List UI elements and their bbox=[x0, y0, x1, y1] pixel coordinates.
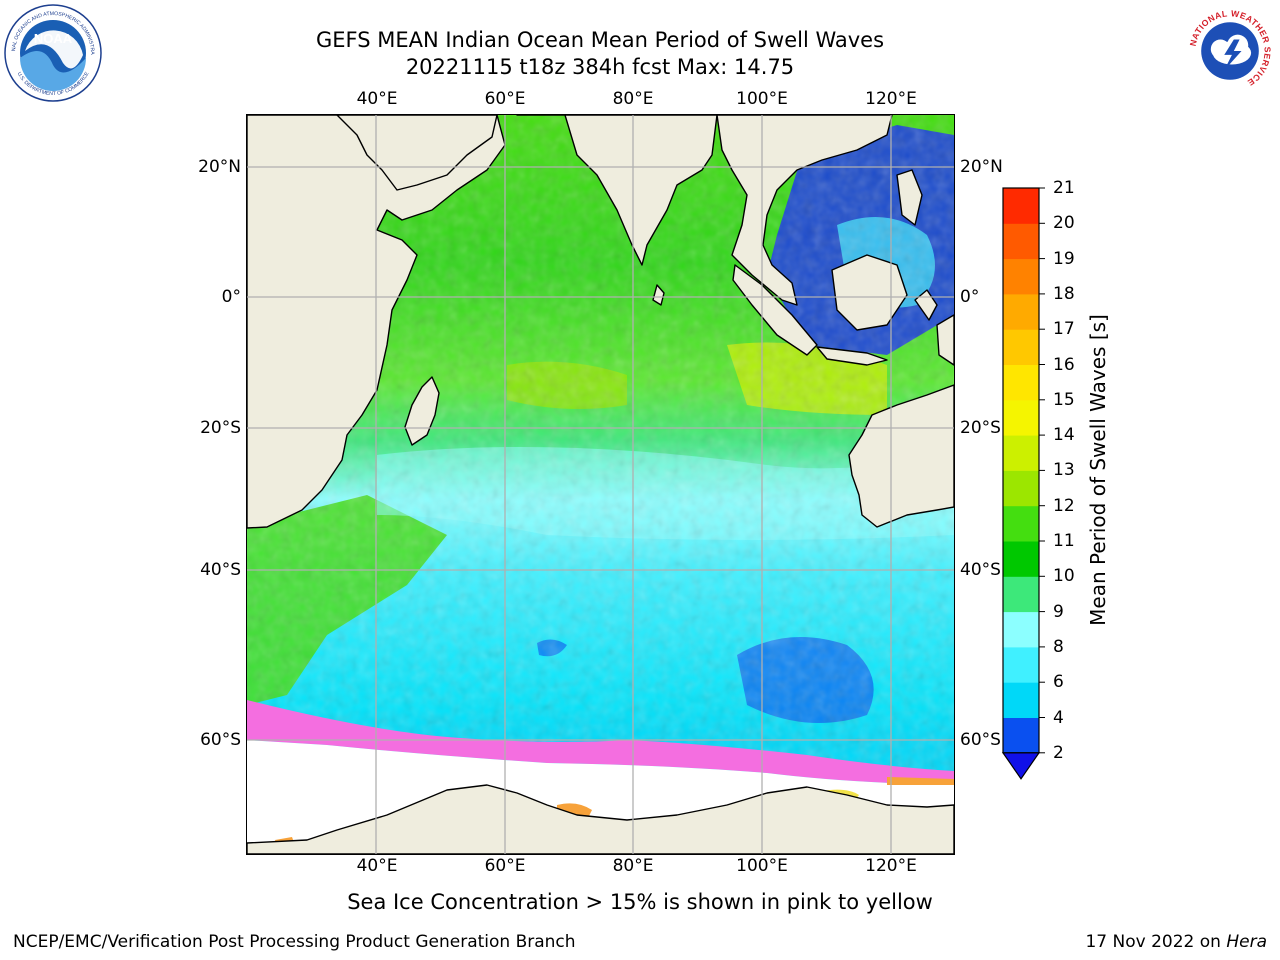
colorbar-tick-label: 6 bbox=[1053, 672, 1064, 693]
land-borneo bbox=[831, 254, 908, 331]
land-philippines bbox=[896, 169, 923, 226]
graticule bbox=[247, 115, 954, 854]
land-new-guinea bbox=[936, 314, 954, 366]
colorbar bbox=[1001, 187, 1045, 780]
land-southeast-asia bbox=[716, 115, 893, 306]
lon-label-top-100e: 100°E bbox=[736, 89, 788, 109]
land-india bbox=[516, 115, 718, 266]
colorbar-segment bbox=[1003, 329, 1039, 365]
land-sri-lanka bbox=[652, 284, 665, 306]
colorbar-tick-label: 9 bbox=[1053, 601, 1064, 622]
lat-label-right-20n: 20°N bbox=[960, 157, 1003, 177]
land-australia bbox=[848, 384, 954, 528]
colorbar-tick-label: 13 bbox=[1053, 460, 1075, 481]
lon-label-bottom-100e: 100°E bbox=[736, 856, 788, 876]
colorbar-tick-label: 15 bbox=[1053, 389, 1075, 410]
colorbar-segment bbox=[1003, 541, 1039, 577]
noaa-logo-text: NOAA bbox=[34, 31, 73, 46]
chart-title: GEFS MEAN Indian Ocean Mean Period of Sw… bbox=[315, 28, 885, 52]
lat-label-left-0: 0° bbox=[221, 287, 241, 307]
sea-ice-orange-patch-2 bbox=[887, 777, 954, 785]
lon-label-bottom-40e: 40°E bbox=[356, 856, 398, 876]
colorbar-tick-label: 18 bbox=[1053, 283, 1075, 304]
colorbar-segment bbox=[1003, 505, 1039, 542]
colorbar-segment bbox=[1003, 293, 1039, 330]
sea-ice-pink-band bbox=[247, 700, 954, 785]
colorbar-segment bbox=[1003, 717, 1039, 754]
lat-label-left-20s: 20°S bbox=[200, 418, 241, 438]
colorbar-under-arrow bbox=[1001, 752, 1041, 780]
land-arabian-peninsula-detail bbox=[336, 115, 498, 191]
colorbar-segment bbox=[1003, 188, 1039, 224]
colorbar-tick-label: 17 bbox=[1053, 319, 1075, 340]
colorbar-segment bbox=[1003, 611, 1039, 648]
colorbar-tick-label: 14 bbox=[1053, 425, 1075, 446]
colorbar-segment bbox=[1003, 399, 1039, 436]
lon-label-top-40e: 40°E bbox=[356, 89, 398, 109]
colorbar-segment bbox=[1003, 470, 1039, 507]
colorbar-tick-label: 2 bbox=[1053, 742, 1064, 763]
colorbar-tick-label: 4 bbox=[1053, 707, 1064, 728]
forecast-subtitle: 20221115 t18z 384h fcst Max: 14.75 bbox=[405, 55, 795, 79]
noaa-logo: NOAA NATIONAL OCEANIC AND ATMOSPHERIC AD… bbox=[3, 3, 102, 102]
lon-label-bottom-80e: 80°E bbox=[612, 856, 654, 876]
colorbar-segment bbox=[1003, 646, 1039, 683]
colorbar-title: Mean Period of Swell Waves [s] bbox=[1086, 314, 1110, 626]
lat-label-right-60s: 60°S bbox=[960, 730, 1001, 750]
lon-label-top-60e: 60°E bbox=[484, 89, 526, 109]
lat-label-left-20n: 20°N bbox=[198, 157, 241, 177]
land-java bbox=[816, 346, 888, 366]
lon-label-bottom-120e: 120°E bbox=[865, 856, 917, 876]
footer-date: 17 Nov 2022 on Hera bbox=[1085, 932, 1267, 952]
colorbar-tick-label: 8 bbox=[1053, 636, 1064, 657]
lat-label-left-40s: 40°S bbox=[200, 560, 241, 580]
colorbar-tick-label: 10 bbox=[1053, 566, 1075, 587]
colorbar-tick-label: 12 bbox=[1053, 495, 1075, 516]
lat-label-right-40s: 40°S bbox=[960, 560, 1001, 580]
colorbar-tick-label: 11 bbox=[1053, 531, 1075, 551]
footer-branch: NCEP/EMC/Verification Post Processing Pr… bbox=[13, 932, 576, 952]
lon-label-top-80e: 80°E bbox=[612, 89, 654, 109]
land-antarctica bbox=[247, 784, 954, 854]
colorbar-tick-label: 19 bbox=[1053, 248, 1075, 269]
colorbar-tick-label: 20 bbox=[1053, 213, 1075, 234]
colorbar-segment bbox=[1003, 364, 1039, 401]
lat-label-right-20s: 20°S bbox=[960, 418, 1001, 438]
footer-date-text: 17 Nov 2022 on bbox=[1085, 932, 1227, 952]
colorbar-segment bbox=[1003, 258, 1039, 295]
colorbar-tick-label: 21 bbox=[1053, 178, 1075, 198]
colorbar-segment bbox=[1003, 223, 1039, 260]
map-panel bbox=[247, 115, 954, 854]
colorbar-segment bbox=[1003, 682, 1039, 718]
lat-label-right-0: 0° bbox=[960, 287, 980, 307]
footer-host: Hera bbox=[1226, 932, 1267, 952]
swell-period-map bbox=[247, 115, 954, 854]
lon-label-top-120e: 120°E bbox=[865, 89, 917, 109]
colorbar-tick-label: 16 bbox=[1053, 354, 1075, 375]
colorbar-segment bbox=[1003, 576, 1039, 613]
lat-label-left-60s: 60°S bbox=[200, 730, 241, 750]
nws-logo: NATIONAL WEATHER SERVICE bbox=[1183, 4, 1277, 98]
land-sumatra bbox=[732, 264, 818, 356]
colorbar-segment bbox=[1003, 435, 1039, 471]
sea-ice-caption: Sea Ice Concentration > 15% is shown in … bbox=[347, 890, 933, 914]
lon-label-bottom-60e: 60°E bbox=[484, 856, 526, 876]
